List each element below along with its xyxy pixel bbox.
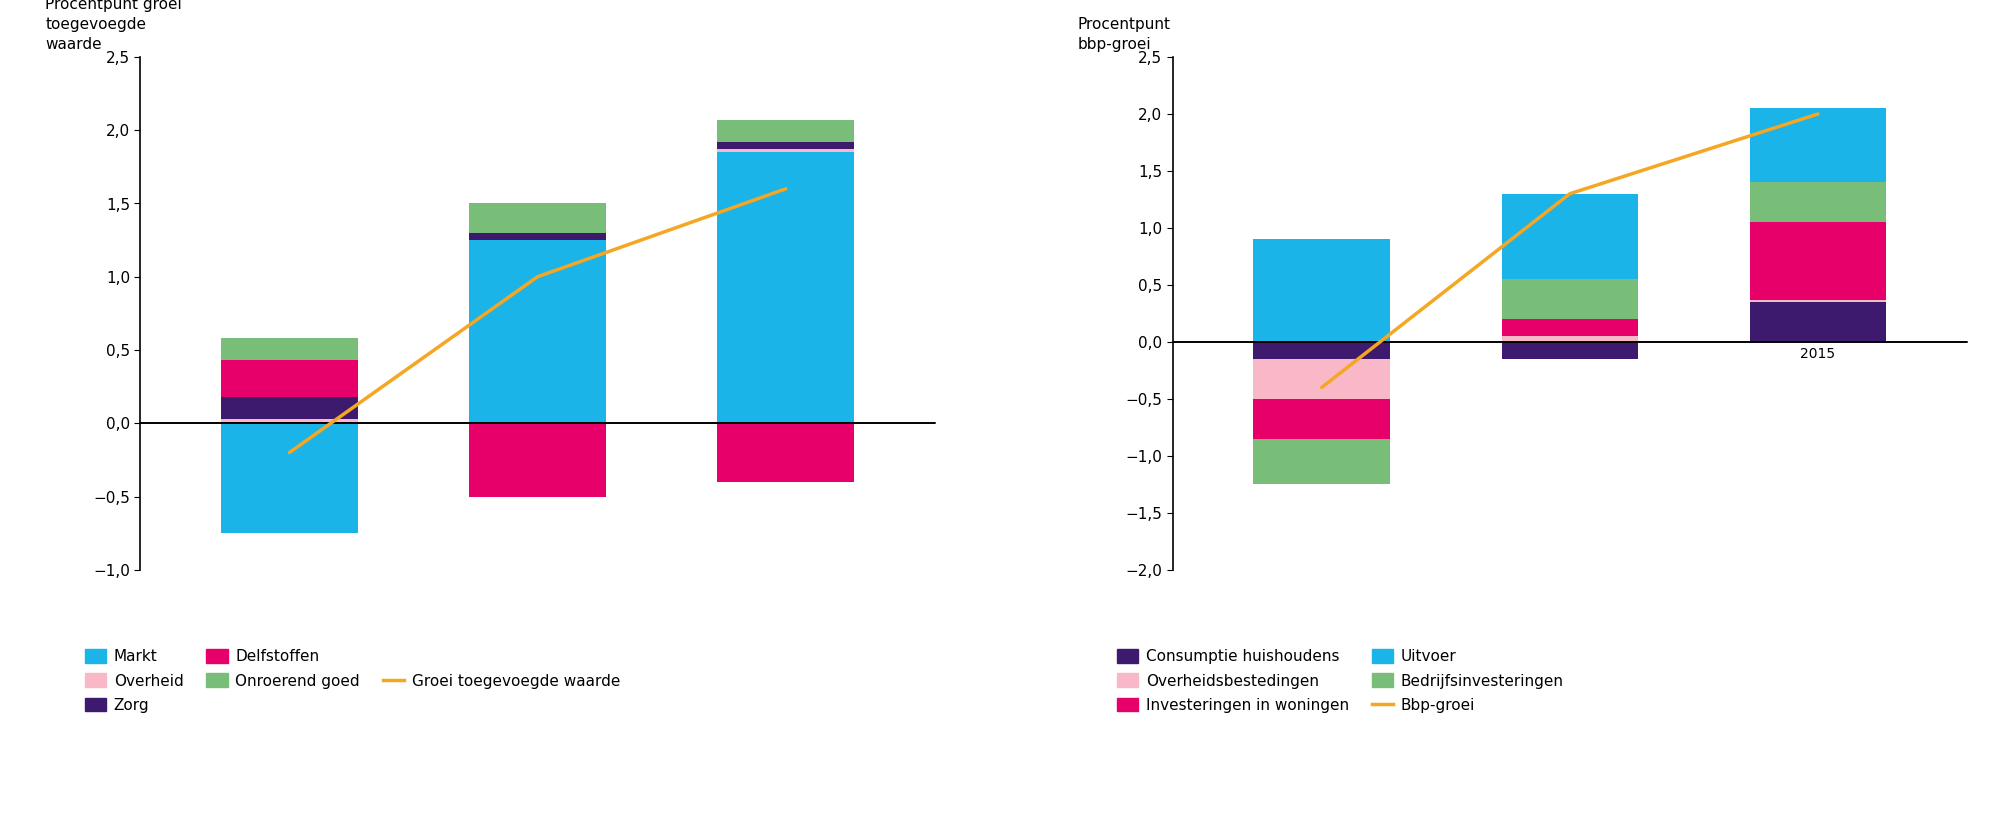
Bar [1501, 336, 1638, 342]
Bar [716, 423, 853, 482]
Bar [1501, 279, 1638, 319]
Bar [1254, 342, 1391, 359]
Bar [1254, 359, 1391, 399]
Bar [716, 142, 853, 149]
Bar [1254, 439, 1391, 484]
Bar [1501, 319, 1638, 336]
Bar [1750, 108, 1887, 182]
Bar [470, 204, 606, 233]
Text: Procentpunt groei
toegevoegde
waarde: Procentpunt groei toegevoegde waarde [46, 0, 183, 52]
Bar [1750, 222, 1887, 300]
Bar [716, 152, 853, 423]
Bar [221, 423, 357, 533]
Bar [1750, 182, 1887, 222]
Legend: Consumptie huishoudens, Overheidsbestedingen, Investeringen in woningen, Uitvoer: Consumptie huishoudens, Overheidsbestedi… [1118, 650, 1563, 713]
Bar [470, 240, 606, 423]
Bar [221, 361, 357, 397]
Bar [221, 397, 357, 419]
Bar [1501, 342, 1638, 359]
Text: Procentpunt
bbp-groei: Procentpunt bbp-groei [1078, 17, 1170, 52]
Legend: Markt, Overheid, Zorg, Delfstoffen, Onroerend goed, , Groei toegevoegde waarde: Markt, Overheid, Zorg, Delfstoffen, Onro… [84, 650, 620, 713]
Bar [1501, 194, 1638, 279]
Bar [221, 419, 357, 423]
Bar [221, 339, 357, 361]
Bar [1750, 302, 1887, 342]
Bar [1254, 399, 1391, 439]
Bar [1254, 239, 1391, 342]
Bar [470, 233, 606, 240]
Bar [1750, 300, 1887, 302]
Bar [470, 423, 606, 497]
Bar [716, 120, 853, 142]
Bar [716, 149, 853, 152]
